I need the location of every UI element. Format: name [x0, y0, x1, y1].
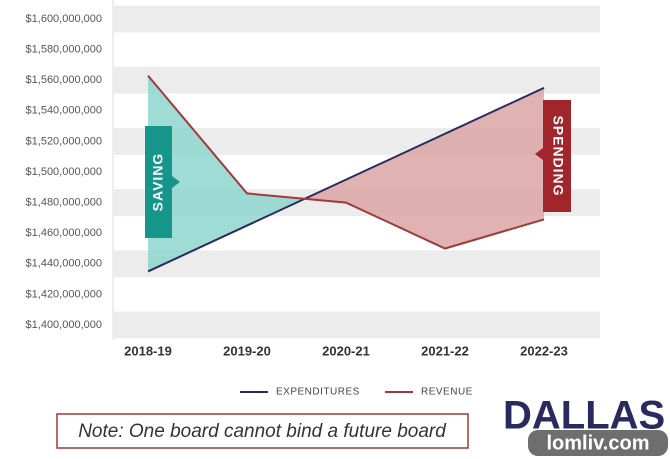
- y-tick-label: $1,440,000,000: [26, 258, 102, 270]
- x-tick-label: 2022-23: [520, 343, 568, 358]
- grid-band: [114, 66, 600, 94]
- y-tick-label: $1,580,000,000: [26, 44, 102, 56]
- saving-area: [148, 75, 247, 272]
- y-tick-label: $1,560,000,000: [26, 74, 102, 86]
- grid-band: [114, 5, 600, 33]
- x-tick-label: 2019-20: [223, 343, 271, 358]
- y-tick-label: $1,400,000,000: [26, 319, 102, 331]
- x-tick-label: 2021-22: [421, 343, 469, 358]
- y-tick-label: $1,500,000,000: [26, 166, 102, 178]
- x-tick-label: 2018-19: [124, 343, 172, 358]
- series-line: [147, 74, 545, 250]
- legend-label: REVENUE: [421, 387, 473, 398]
- spending-area: [346, 133, 445, 249]
- y-tick-label: $1,540,000,000: [26, 105, 102, 117]
- watermark-box: [528, 430, 668, 456]
- y-tick-label: $1,480,000,000: [26, 197, 102, 209]
- spending-label: SPENDING: [550, 115, 566, 196]
- legend-label: EXPENDITURES: [276, 387, 360, 398]
- y-tick-label: $1,600,000,000: [26, 13, 102, 25]
- y-tick-label: $1,420,000,000: [26, 288, 102, 300]
- saving-label: SAVING: [150, 153, 166, 212]
- saving-area: [247, 193, 305, 226]
- note-box: [56, 413, 469, 449]
- grid-band: [114, 311, 600, 339]
- y-tick-label: $1,460,000,000: [26, 227, 102, 239]
- series-line: [147, 86, 545, 273]
- note: Note: One board cannot bind a future boa…: [78, 421, 447, 442]
- spending-tag: [535, 100, 571, 212]
- x-tick-label: 2020-21: [322, 343, 370, 358]
- spending-area: [445, 87, 544, 249]
- watermark: lomliv.com: [547, 432, 650, 454]
- saving-tag: [145, 126, 180, 238]
- grid-band: [114, 250, 600, 278]
- y-tick-label: $1,520,000,000: [26, 135, 102, 147]
